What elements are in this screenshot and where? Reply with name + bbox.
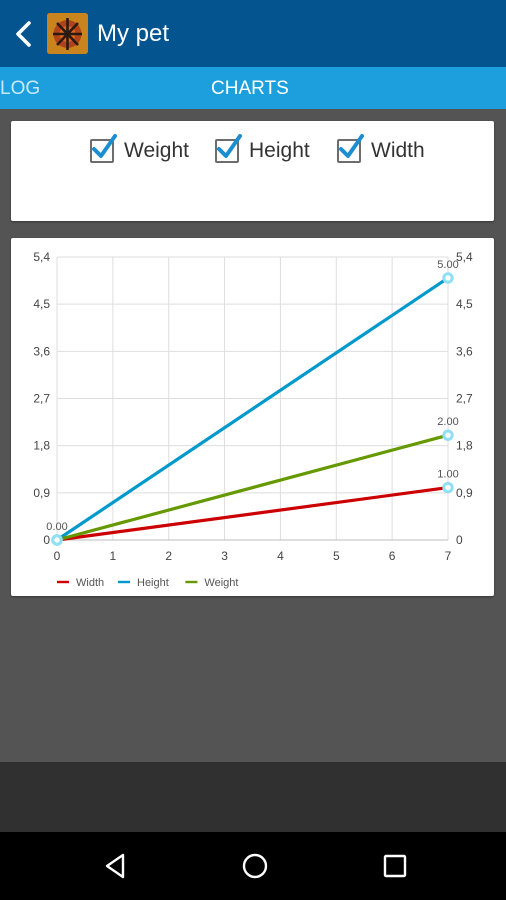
series-line-width	[55, 485, 450, 542]
y-tick-label-left: 2,7	[33, 392, 50, 406]
nav-recents-icon	[383, 854, 407, 878]
y-tick-label-left: 4,5	[33, 297, 50, 311]
legend-label: Weight	[204, 577, 238, 589]
x-tick-label: 7	[445, 549, 452, 563]
tab-log[interactable]: LOG	[0, 78, 41, 99]
data-label: 5.00	[437, 259, 458, 271]
x-tick-label: 2	[165, 549, 172, 563]
nav-back-icon	[105, 853, 125, 879]
x-tick-label: 1	[110, 549, 117, 563]
checkbox-label: Weight	[124, 139, 189, 162]
series-line-weight	[55, 433, 450, 542]
back-button[interactable]	[0, 0, 46, 67]
x-tick-label: 3	[221, 549, 228, 563]
checkbox-box[interactable]	[215, 134, 242, 163]
y-tick-label-left: 0	[43, 533, 50, 547]
data-label: 1.00	[437, 469, 458, 481]
system-nav-bar	[0, 832, 506, 900]
x-tick-label: 4	[277, 549, 284, 563]
legend-label: Width	[76, 577, 104, 589]
checkmark-icon	[217, 134, 242, 158]
checkmark-icon	[339, 134, 364, 158]
app-title: My pet	[97, 20, 170, 47]
y-tick-label-left: 3,6	[33, 344, 50, 358]
data-label: 0.00	[46, 521, 67, 533]
checkmark-icon	[92, 134, 117, 158]
checkbox-label: Width	[371, 139, 425, 162]
y-tick-label-right: 3,6	[456, 344, 473, 358]
y-tick-label-right: 4,5	[456, 297, 473, 311]
y-tick-label-right: 1,8	[456, 439, 473, 453]
data-point	[51, 534, 63, 546]
series-line-height	[55, 276, 450, 542]
nav-back-button[interactable]	[75, 832, 155, 900]
pet-app-logo	[47, 13, 88, 54]
y-tick-label-right: 0	[456, 533, 463, 547]
y-tick-label-right: 5,4	[456, 250, 473, 264]
chevron-left-icon	[16, 21, 31, 47]
bottom-panel	[0, 762, 506, 832]
nav-home-icon	[242, 853, 268, 879]
series-filter-card: Weight Height Width	[11, 121, 494, 221]
x-tick-label: 6	[389, 549, 396, 563]
nav-recents-button[interactable]	[355, 832, 435, 900]
line-chart[interactable]: 0 1 2 3 4 5 6 700,91,82,73,64,55,400,91,82,73,6…	[11, 238, 494, 596]
x-tick-label: 5	[333, 549, 340, 563]
y-tick-label-right: 2,7	[456, 392, 473, 406]
tab-bar: LOG CHARTS	[0, 67, 506, 109]
data-point	[442, 272, 454, 284]
legend-label: Height	[137, 577, 169, 589]
data-label: 2.00	[437, 416, 458, 428]
y-tick-label-left: 1,8	[33, 439, 50, 453]
checkbox-box[interactable]	[90, 134, 117, 163]
data-point	[442, 429, 454, 441]
tab-charts[interactable]: CHARTS	[211, 78, 289, 99]
checkbox-box[interactable]	[337, 134, 364, 163]
data-point	[442, 481, 454, 494]
x-tick-label: 0	[54, 549, 61, 563]
y-tick-label-left: 5,4	[33, 250, 50, 264]
app-bar: My pet	[0, 0, 506, 67]
chart-card: 0 1 2 3 4 5 6 7 0 0,9 1,8 2,7 3,6 4,5 5,4 0 0,9 1,8 2,7 3,6…	[11, 238, 494, 596]
nav-home-button[interactable]	[215, 832, 295, 900]
y-tick-label-left: 0,9	[33, 486, 50, 500]
y-tick-label-right: 0,9	[456, 486, 473, 500]
checkbox-label: Height	[249, 139, 310, 162]
